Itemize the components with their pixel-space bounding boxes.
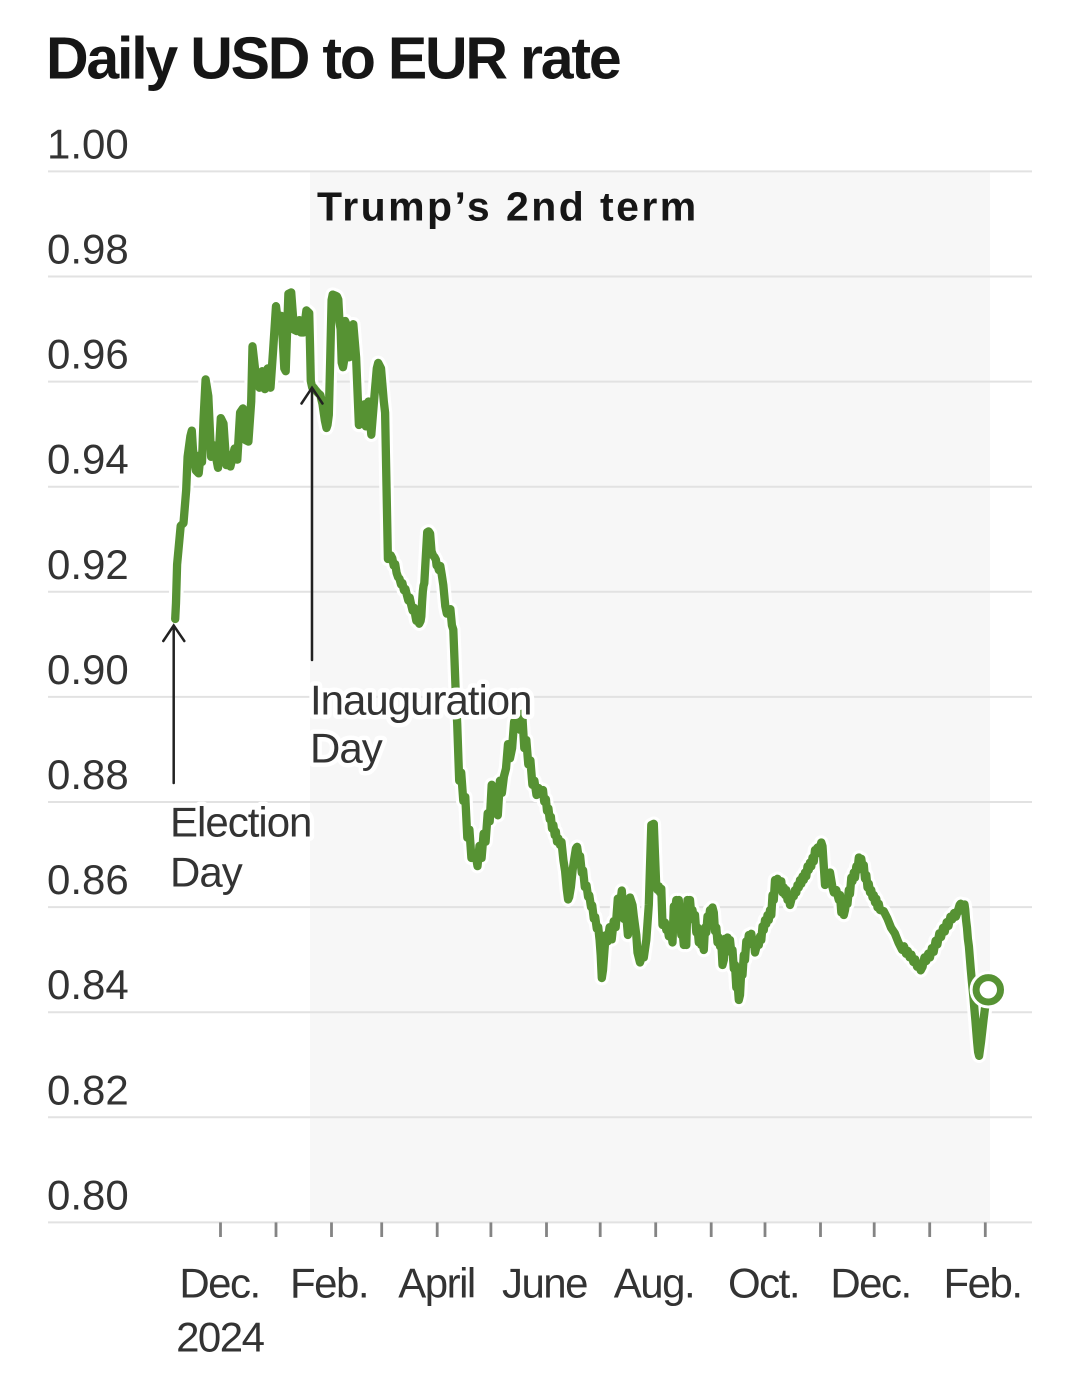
svg-text:Day: Day <box>310 725 383 772</box>
svg-text:0.86: 0.86 <box>47 856 129 903</box>
svg-text:Feb.: Feb. <box>290 1259 368 1306</box>
svg-text:1.00: 1.00 <box>47 120 129 167</box>
svg-text:0.84: 0.84 <box>47 961 129 1008</box>
svg-text:0.88: 0.88 <box>47 751 129 798</box>
svg-text:Trump’s 2nd term: Trump’s 2nd term <box>317 184 699 230</box>
svg-text:Dec.: Dec. <box>830 1259 910 1306</box>
svg-text:Feb.: Feb. <box>943 1259 1021 1306</box>
svg-text:Inauguration: Inauguration <box>310 677 532 724</box>
svg-text:Oct.: Oct. <box>728 1259 799 1306</box>
svg-text:0.94: 0.94 <box>47 436 129 483</box>
svg-text:June: June <box>502 1259 587 1306</box>
svg-text:0.98: 0.98 <box>47 226 129 273</box>
svg-text:Aug.: Aug. <box>614 1259 694 1306</box>
svg-text:Election: Election <box>170 799 311 846</box>
svg-text:Dec.: Dec. <box>179 1259 259 1306</box>
svg-text:Daily USD to EUR rate: Daily USD to EUR rate <box>46 26 620 92</box>
svg-text:0.82: 0.82 <box>47 1066 129 1113</box>
svg-text:0.96: 0.96 <box>47 331 129 378</box>
svg-text:0.80: 0.80 <box>47 1171 129 1218</box>
svg-text:April: April <box>398 1259 475 1306</box>
svg-text:2024: 2024 <box>176 1314 265 1361</box>
svg-text:0.90: 0.90 <box>47 646 129 693</box>
svg-text:0.92: 0.92 <box>47 541 129 588</box>
svg-text:Day: Day <box>170 849 243 896</box>
